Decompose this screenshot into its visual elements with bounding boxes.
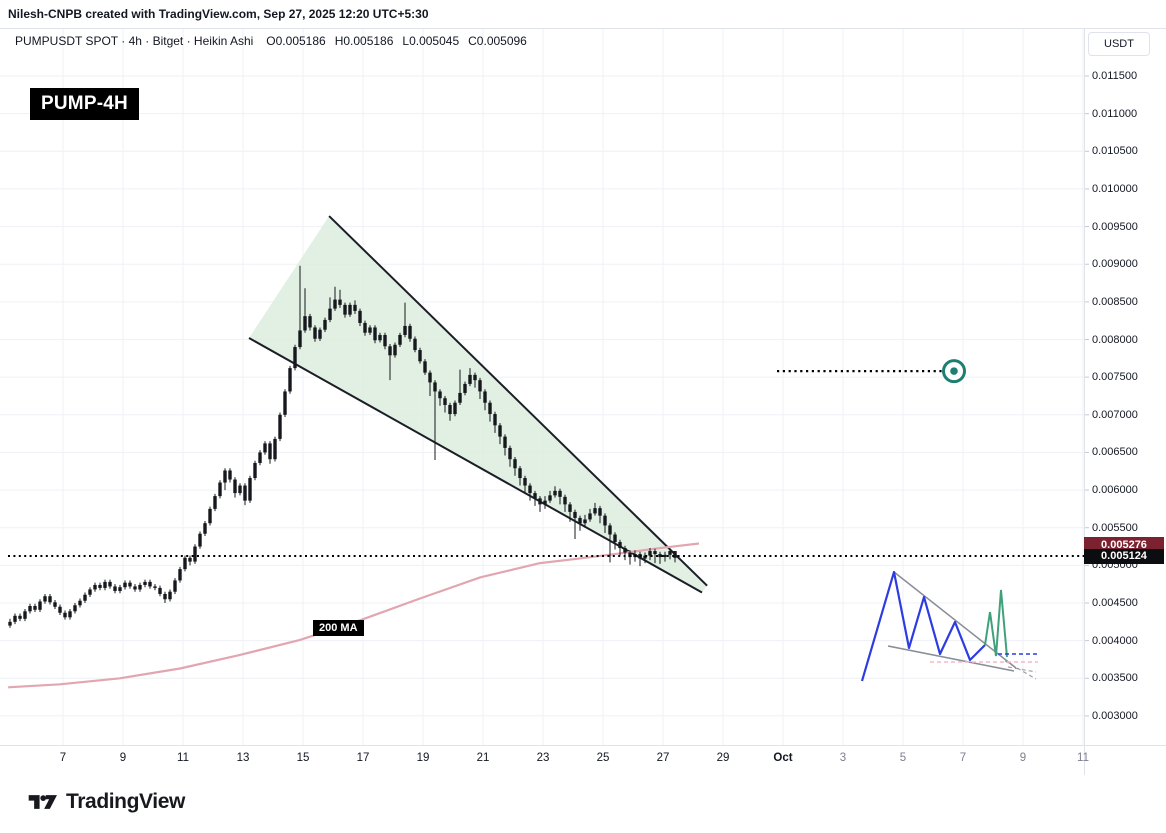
price-tick-label: 0.009500 — [1092, 220, 1138, 233]
support-price-label: 0.005124 — [1084, 548, 1164, 564]
time-tick-label: 21 — [476, 752, 490, 764]
time-tick-label: 9 — [119, 752, 127, 764]
time-tick-label: 25 — [596, 752, 610, 764]
price-tick-label: 0.009000 — [1092, 258, 1138, 271]
time-tick-label: 3 — [839, 752, 847, 764]
creator-note: Nilesh-CNPB created with TradingView.com… — [8, 7, 429, 21]
time-tick-label: 13 — [236, 752, 250, 764]
last-price-label: 0.005276 — [1084, 537, 1164, 553]
falling-wedge-drawing[interactable] — [248, 215, 708, 594]
ma-200-line — [8, 542, 700, 689]
price-tick-label: 0.004500 — [1092, 597, 1138, 609]
price-tick-label: 0.010000 — [1092, 182, 1138, 195]
time-tick-label: 27 — [656, 752, 670, 764]
price-tick-label: 0.006000 — [1092, 484, 1138, 497]
price-tick-label: 0.008000 — [1092, 333, 1138, 346]
symbol-legend[interactable]: PUMPUSDT SPOT · 4h · Bitget · Heikin Ash… — [15, 34, 527, 48]
ohlc-high: H0.005186 — [334, 34, 394, 48]
tradingview-logo-text: TradingView — [66, 790, 185, 813]
ohlc-close: C0.005096 — [468, 34, 527, 48]
price-tick-label: 0.011500 — [1092, 70, 1138, 82]
price-tick-label: 0.011000 — [1092, 107, 1138, 120]
symbol-description[interactable]: PUMPUSDT SPOT · 4h · Bitget · Heikin Ash… — [15, 34, 254, 48]
price-tick-label: 0.007500 — [1092, 371, 1138, 384]
time-tick-label: 15 — [296, 752, 310, 764]
price-tick-label: 0.008500 — [1092, 295, 1138, 308]
time-tick-label: 23 — [536, 752, 550, 764]
time-tick-label: 7 — [959, 752, 967, 764]
tradingview-logo-icon — [28, 795, 57, 809]
time-axis-border — [0, 745, 1166, 746]
creator-header-bar: Nilesh-CNPB created with TradingView.com… — [0, 0, 1166, 29]
price-target-drawing[interactable] — [777, 359, 966, 384]
chart-tag-label[interactable]: PUMP-4H — [30, 88, 139, 120]
price-tick-label: 0.005500 — [1092, 521, 1138, 534]
price-tick-label: 0.010500 — [1092, 145, 1138, 158]
heikin-ashi-candles — [8, 265, 677, 628]
price-tick-label: 0.004000 — [1092, 634, 1138, 647]
grid-lines — [0, 28, 1084, 745]
price-tick-label: 0.003000 — [1092, 709, 1138, 722]
ohlc-open: O0.005186 — [266, 34, 326, 48]
tradingview-logo[interactable]: TradingView — [28, 788, 185, 816]
time-tick-label: 7 — [59, 752, 67, 764]
price-tick-label: 0.006500 — [1092, 446, 1138, 459]
ma-200-label[interactable]: 200 MA — [313, 620, 364, 636]
time-tick-label: 17 — [356, 752, 370, 764]
currency-toggle-button[interactable]: USDT — [1088, 32, 1150, 56]
time-tick-label: 11 — [1077, 752, 1089, 764]
price-tick-label: 0.003500 — [1092, 672, 1138, 685]
time-tick-label: 11 — [177, 752, 189, 764]
time-tick-label: 9 — [1019, 752, 1027, 764]
wedge-breakout-sketch[interactable] — [860, 570, 1038, 682]
time-tick-label: 29 — [716, 752, 730, 764]
time-tick-label: 5 — [899, 752, 907, 764]
price-tick-label: 0.007000 — [1092, 408, 1138, 421]
time-tick-label: Oct — [773, 752, 793, 764]
price-axis-border — [1084, 28, 1085, 775]
time-tick-label: 19 — [416, 752, 430, 764]
ohlc-low: L0.005045 — [402, 34, 460, 48]
